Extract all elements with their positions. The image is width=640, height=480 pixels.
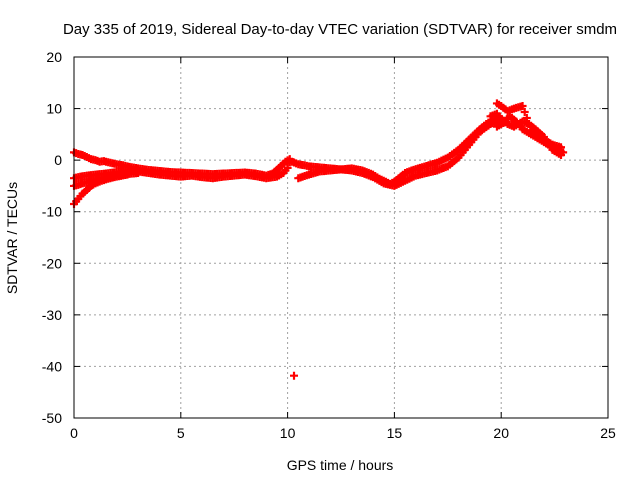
- x-tick-label: 10: [280, 425, 296, 441]
- data-point: [290, 371, 299, 380]
- y-tick-label: 10: [46, 101, 62, 117]
- x-tick-label: 20: [493, 425, 509, 441]
- axes: 0 5 10 15 20 25 -50 -40 -30 -20 -10 0 10 20: [42, 49, 616, 441]
- series-track-d: [70, 169, 143, 190]
- data-point: [559, 148, 568, 157]
- plot-frame: [73, 56, 609, 419]
- y-tick-label: -10: [42, 204, 62, 220]
- y-tick-label: -40: [42, 358, 62, 374]
- x-tick-label: 0: [70, 425, 78, 441]
- y-axis-label: SDTVAR / TECUs: [4, 182, 20, 294]
- series-outlier: [290, 371, 299, 380]
- data-marks: [70, 99, 568, 380]
- data-point: [520, 108, 529, 117]
- y-tick-label: -20: [42, 255, 62, 271]
- x-tick-label: 15: [387, 425, 403, 441]
- series-track-e: [283, 114, 506, 188]
- x-tick-label: 5: [177, 425, 185, 441]
- y-tick-label: 0: [54, 152, 62, 168]
- y-tick-label: -50: [42, 410, 62, 426]
- y-tick-label: -30: [42, 307, 62, 323]
- series-track-f: [294, 117, 501, 190]
- x-tick-label: 25: [600, 425, 616, 441]
- data-point: [134, 169, 143, 178]
- x-axis-label: GPS time / hours: [287, 457, 394, 473]
- series-track-i: [492, 112, 568, 157]
- data-point: [518, 101, 527, 110]
- y-tick-label: 20: [46, 49, 62, 65]
- chart-title: Day 335 of 2019, Sidereal Day-to-day VTE…: [63, 21, 617, 38]
